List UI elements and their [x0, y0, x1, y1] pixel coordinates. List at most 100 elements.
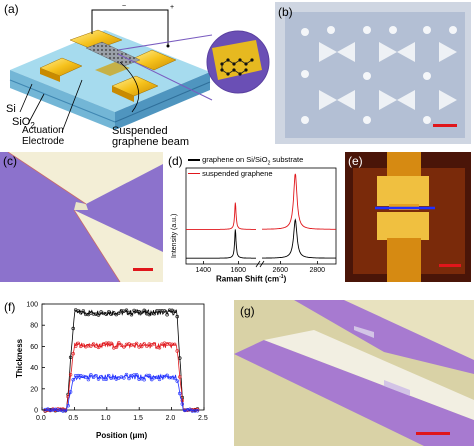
thickness-point — [96, 345, 101, 350]
thickness-point — [117, 341, 121, 345]
thickness-point — [84, 375, 88, 379]
panel-label-f: (f) — [4, 300, 16, 314]
raman-xtick-label: 2600 — [273, 267, 289, 274]
legend-entry-suspended: suspended graphene — [188, 169, 303, 179]
thickness-point — [122, 376, 126, 380]
thickness-ytick-label: 100 — [26, 302, 38, 309]
thickness-point — [122, 345, 126, 349]
thickness-point — [175, 314, 179, 319]
thickness-point — [66, 403, 70, 408]
thickness-point — [91, 375, 96, 379]
thickness-point — [96, 313, 101, 317]
panel-label-c: (c) — [3, 154, 17, 168]
thickness-point — [104, 312, 108, 316]
substrate-left-face — [10, 70, 115, 130]
thickness-point — [140, 310, 144, 315]
thickness-point — [71, 351, 75, 356]
thickness-point — [132, 343, 136, 347]
thickness-point — [124, 372, 129, 377]
thickness-point — [155, 375, 159, 380]
graphene-beam — [85, 41, 141, 67]
thickness-plot-frame — [41, 303, 205, 411]
thickness-point — [127, 376, 131, 381]
thickness-series-1 — [45, 341, 198, 412]
thickness-point — [114, 312, 119, 317]
thickness-point — [94, 373, 98, 378]
panel-d: 1400 1600 2600 2800 Intensity (a.u.) (d) gr… — [166, 150, 342, 286]
panel-label-e: (e) — [348, 154, 363, 168]
thickness-point — [165, 373, 169, 378]
optical-micrograph-c — [0, 152, 163, 282]
scale-bar-b — [433, 124, 457, 127]
gold-pad-top — [69, 29, 123, 51]
thickness-point — [99, 375, 103, 379]
gold-pad-bottom — [111, 75, 159, 97]
thickness-point — [173, 342, 177, 346]
thickness-point — [117, 311, 121, 315]
gold-pad-right — [129, 49, 177, 71]
thickness-point — [68, 355, 73, 359]
panel-f: 0.0 0.5 1.0 1.5 2.0 2.5 0 20 40 60 80 100 Thicknes… — [0, 298, 212, 446]
raman-xtick-label: 2800 — [310, 267, 326, 274]
thickness-point — [89, 344, 93, 348]
thickness-ytick-label: 20 — [30, 386, 38, 393]
thickness-point — [124, 308, 129, 312]
axis-break — [255, 260, 265, 268]
thickness-point — [175, 379, 179, 383]
thickness-point — [173, 376, 177, 381]
thickness-xtick-label: 1.5 — [133, 415, 143, 422]
thickness-xtick-label: 2.0 — [166, 415, 176, 422]
thickness-point — [145, 344, 149, 348]
scale-bar-g — [416, 432, 450, 435]
thickness-point — [157, 377, 162, 382]
thickness-point — [76, 341, 80, 345]
thickness-point — [140, 344, 144, 349]
thickness-point — [167, 375, 172, 380]
raman-ylabel: Intensity (a.u.) — [171, 214, 178, 258]
thickness-point — [142, 342, 146, 346]
thickness-point — [96, 377, 101, 381]
panel-g: (g) — [234, 300, 474, 446]
sio2-layer-label: SiO2 — [12, 116, 35, 131]
thickness-ytick-label: 0 — [34, 408, 38, 415]
panel-c: (c) — [0, 152, 163, 282]
panel-e: (e) — [345, 152, 471, 282]
thickness-point — [68, 372, 73, 377]
scale-bar-c — [133, 268, 153, 271]
thickness-xtick-label: 0.0 — [36, 415, 46, 422]
thickness-point — [86, 312, 91, 317]
thickness-point — [134, 341, 139, 346]
thickness-point — [73, 344, 78, 348]
thickness-point — [79, 311, 83, 315]
thickness-point — [178, 375, 182, 379]
thickness-xlabel: Position (μm) — [96, 431, 147, 440]
si-layer-label: Si — [6, 103, 16, 115]
thickness-point — [195, 409, 200, 413]
raman-series-1-segment-1 — [262, 173, 336, 230]
panel-label-d: (d) — [168, 154, 183, 168]
thickness-point — [106, 373, 111, 378]
thickness-point — [104, 377, 108, 381]
thickness-point — [165, 342, 169, 346]
substrate-right-face — [115, 72, 210, 130]
thickness-point — [180, 402, 185, 406]
device-schematic: ~ + — [9, 3, 270, 133]
thickness-point — [112, 311, 116, 315]
thickness-point — [152, 312, 157, 316]
svg-text:+: + — [170, 4, 174, 11]
thickness-point — [134, 372, 139, 377]
thickness-point — [89, 373, 93, 377]
thickness-point — [71, 378, 75, 382]
panel-label-a: (a) — [4, 2, 19, 16]
thickness-point — [129, 313, 134, 317]
thickness-point — [112, 375, 116, 380]
afm-image-e — [345, 152, 471, 282]
raman-legend: graphene on Si/SiO2 substrate suspended … — [188, 155, 303, 179]
thickness-series-2 — [45, 373, 198, 412]
thickness-point — [175, 349, 179, 353]
thickness-point — [157, 346, 162, 350]
thickness-point — [76, 309, 80, 313]
thickness-point — [157, 309, 162, 313]
scale-bar-e — [439, 264, 461, 267]
raman-xtick-label: 1600 — [231, 267, 247, 274]
